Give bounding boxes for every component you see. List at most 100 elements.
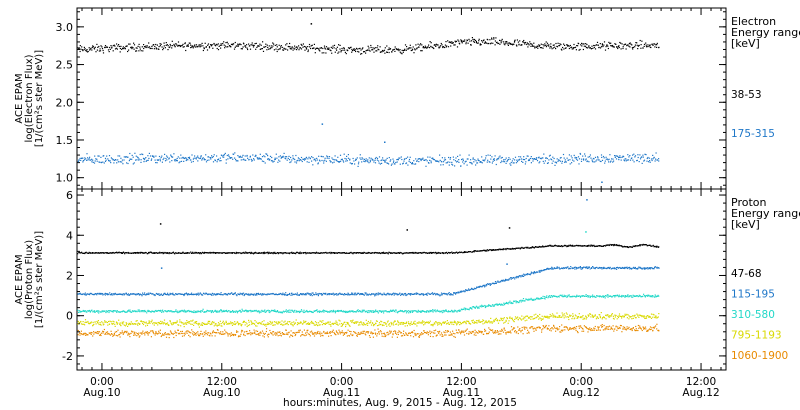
- data-point: [239, 292, 241, 294]
- data-point: [83, 159, 86, 161]
- data-point: [637, 156, 639, 159]
- data-point: [484, 159, 486, 161]
- data-point: [574, 47, 576, 49]
- data-point: [256, 311, 258, 313]
- data-point: [616, 155, 618, 157]
- data-point: [626, 159, 628, 161]
- data-point: [367, 45, 369, 47]
- data-point: [529, 157, 531, 160]
- data-point: [316, 157, 318, 159]
- data-point: [564, 161, 566, 163]
- data-point: [564, 267, 566, 269]
- data-point: [625, 160, 627, 162]
- data-point: [494, 40, 496, 42]
- data-point: [585, 43, 587, 45]
- data-point: [453, 44, 455, 46]
- data-point: [649, 44, 651, 46]
- data-point: [289, 161, 291, 164]
- data-point: [485, 42, 487, 44]
- data-point: [132, 47, 134, 49]
- data-point: [266, 293, 268, 295]
- data-point: [100, 156, 102, 158]
- data-point: [621, 294, 623, 297]
- data-point: [307, 311, 309, 313]
- data-point: [194, 293, 196, 296]
- data-point: [654, 296, 656, 298]
- data-point: [392, 49, 394, 51]
- data-point: [125, 324, 127, 326]
- data-point: [487, 283, 489, 285]
- data-point: [331, 293, 334, 295]
- data-point: [174, 46, 176, 48]
- data-point: [631, 296, 633, 298]
- data-point: [215, 310, 217, 312]
- data-point: [322, 292, 324, 294]
- data-point: [300, 159, 302, 161]
- data-point: [405, 312, 408, 314]
- data-point: [243, 294, 245, 297]
- data-point: [396, 48, 398, 50]
- data-point: [77, 253, 79, 255]
- data-point: [478, 306, 480, 308]
- data-point: [384, 159, 386, 161]
- data-point: [438, 161, 440, 163]
- data-point: [377, 48, 379, 50]
- data-point: [455, 293, 457, 295]
- data-point: [139, 153, 141, 156]
- data-point: [476, 162, 478, 164]
- data-point: [456, 252, 459, 254]
- data-point: [396, 294, 398, 296]
- data-point: [583, 295, 585, 297]
- data-point: [288, 155, 290, 157]
- data-point: [465, 289, 468, 291]
- data-point: [310, 310, 312, 313]
- data-point: [246, 155, 248, 157]
- data-point: [110, 252, 112, 254]
- data-point: [193, 45, 195, 47]
- data-point: [80, 323, 83, 325]
- data-point: [157, 252, 159, 254]
- data-point: [526, 247, 528, 249]
- data-point: [360, 293, 362, 295]
- data-point: [398, 310, 400, 312]
- data-point: [252, 44, 254, 46]
- data-point: [116, 43, 118, 45]
- data-point: [458, 309, 460, 311]
- data-point: [404, 44, 407, 46]
- data-point: [285, 44, 287, 46]
- data-point: [166, 155, 168, 157]
- data-point: [357, 252, 359, 254]
- data-point: [446, 293, 448, 295]
- data-point: [211, 310, 213, 312]
- data-point: [457, 310, 459, 312]
- data-point: [183, 294, 185, 296]
- data-point: [635, 42, 637, 44]
- data-point: [440, 294, 442, 296]
- data-point: [135, 294, 137, 296]
- data-point: [253, 44, 255, 47]
- data-point: [627, 246, 629, 248]
- data-point: [374, 159, 376, 161]
- data-point: [371, 310, 373, 312]
- data-point: [213, 154, 215, 156]
- data-point: [571, 48, 573, 50]
- data-point: [628, 43, 630, 45]
- data-point: [137, 293, 139, 295]
- y-axis-label: ACE EPAM log(Proton Flux) [1/(cm²s ster Me…: [14, 231, 45, 328]
- data-point: [168, 294, 170, 296]
- data-point: [210, 252, 212, 254]
- data-point: [642, 47, 644, 49]
- data-point: [590, 157, 592, 159]
- data-point: [442, 293, 444, 295]
- data-point: [419, 44, 421, 46]
- data-point: [351, 50, 354, 52]
- data-point: [272, 253, 274, 255]
- data-point: [226, 41, 228, 43]
- data-point: [445, 309, 447, 311]
- data-point: [359, 310, 361, 312]
- data-point: [478, 40, 480, 42]
- data-point: [370, 311, 372, 313]
- data-point: [539, 44, 541, 47]
- data-point: [568, 47, 570, 50]
- data-point: [139, 311, 141, 313]
